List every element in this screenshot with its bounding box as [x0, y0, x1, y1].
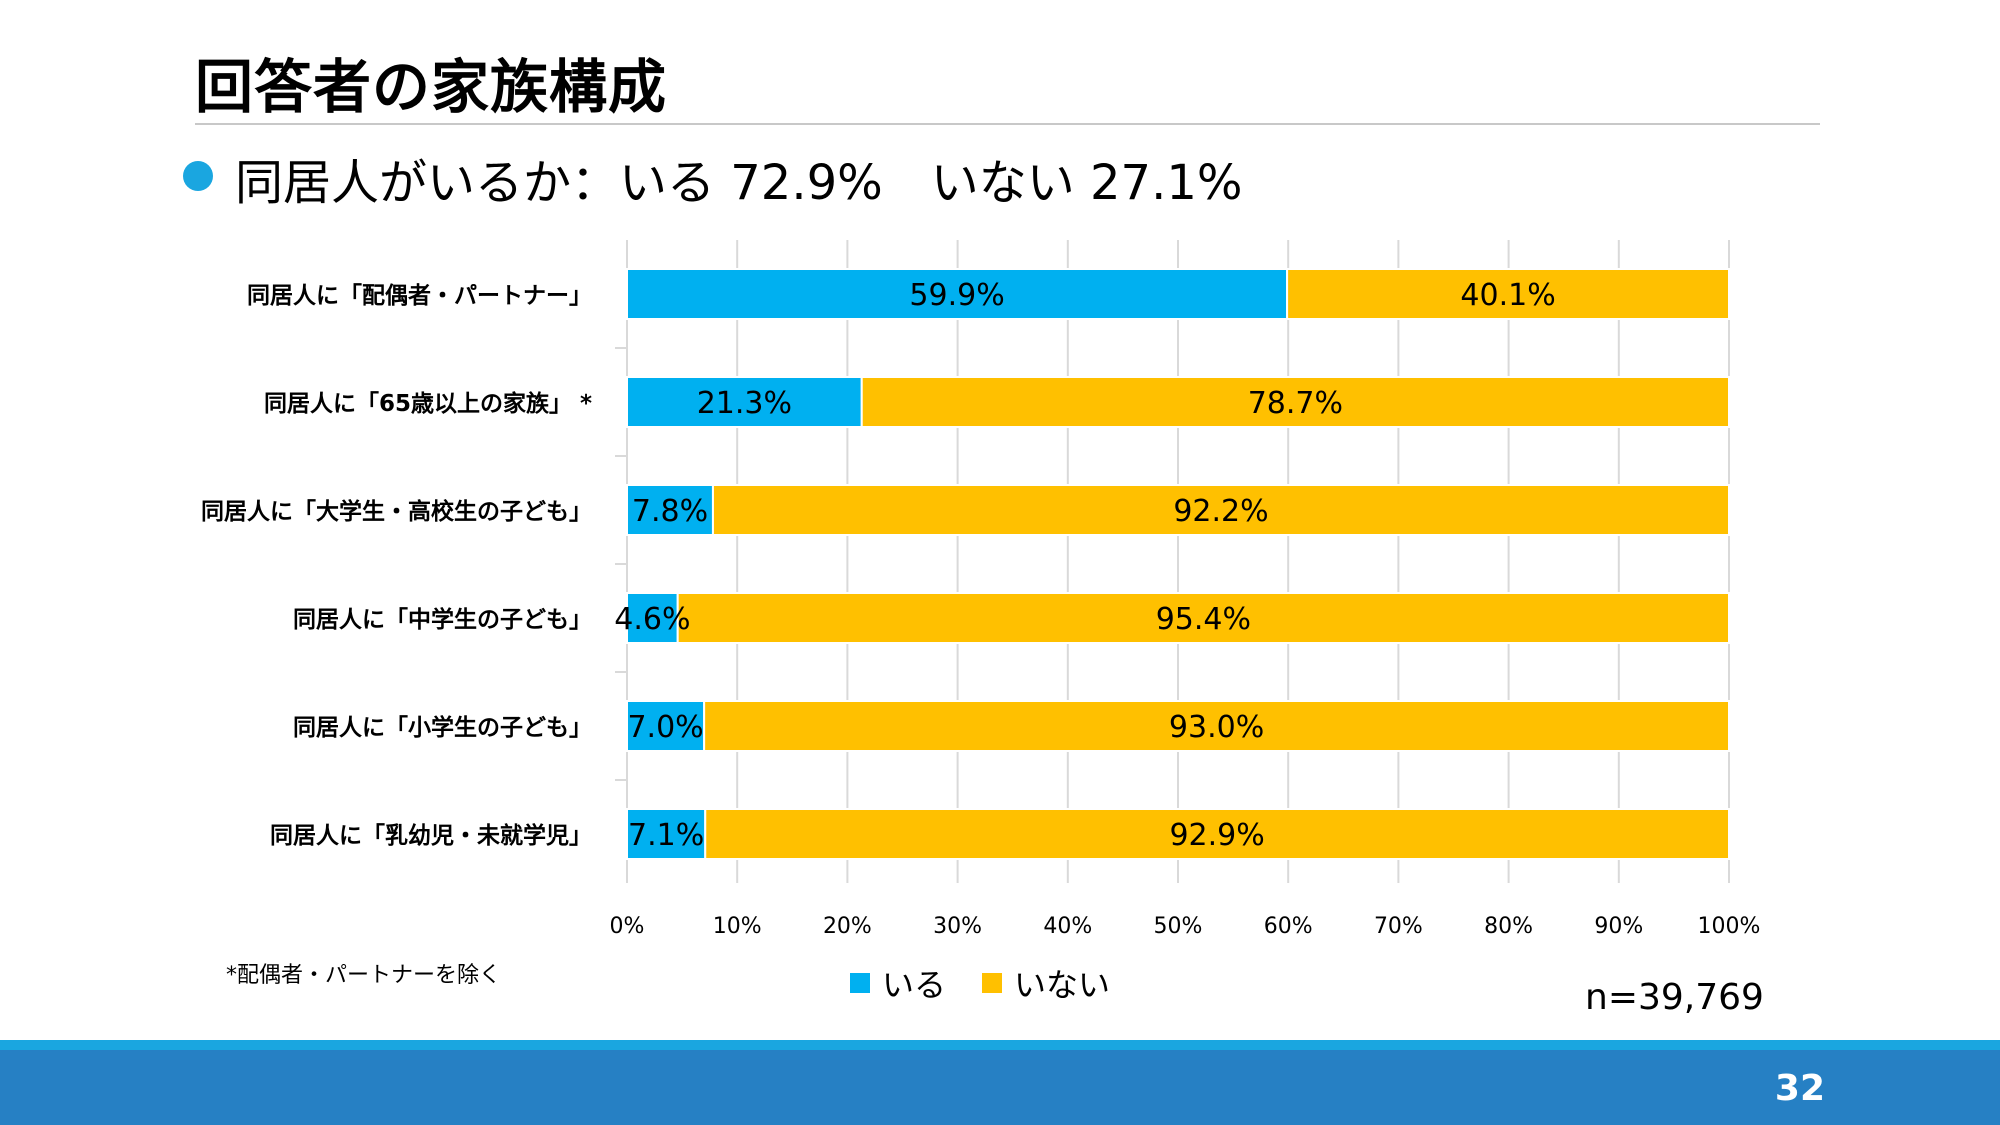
category-label: 同居人に「中学生の子ども」: [293, 606, 592, 633]
x-tick-label: 100%: [1698, 914, 1761, 939]
summary-bullet: 同居人がいるか：いる 72.9% いない 27.1%: [235, 155, 1243, 211]
category-label: 同居人に「65歳以上の家族」 *: [264, 390, 592, 417]
x-tick-label: 10%: [713, 914, 762, 939]
x-tick-label: 40%: [1043, 914, 1092, 939]
data-label: 7.0%: [627, 710, 703, 745]
x-tick-labels: 0% 10% 20% 30% 40% 50% 60% 70% 80% 90% 100%: [610, 914, 1761, 939]
data-label: 78.7%: [1248, 386, 1343, 421]
category-label: 同居人に「乳幼児・未就学児」: [270, 822, 592, 849]
footnote: *配偶者・パートナーを除く: [226, 963, 502, 988]
x-tick-label: 60%: [1264, 914, 1313, 939]
data-label: 40.1%: [1460, 278, 1555, 313]
bar-segment-inai: [711, 484, 1730, 536]
data-label: 21.3%: [697, 386, 792, 421]
footer-bar: [0, 1050, 2000, 1125]
page-title: 回答者の家族構成: [195, 53, 668, 121]
title-divider: [195, 123, 1820, 125]
data-label: 93.0%: [1169, 710, 1264, 745]
data-label: 4.6%: [614, 602, 690, 637]
category-label: 同居人に「小学生の子ども」: [293, 714, 592, 741]
legend-swatch-iru: [850, 973, 870, 993]
x-tick-label: 80%: [1484, 914, 1533, 939]
sample-size: n=39,769: [1585, 977, 1764, 1018]
bar-segment-inai: [1286, 268, 1731, 320]
x-tick-label: 30%: [933, 914, 982, 939]
legend-item-iru: いる: [850, 960, 946, 1006]
footer-stripe: [0, 1040, 2000, 1050]
legend-label-inai: いない: [1014, 966, 1111, 1004]
bullet-icon: [183, 161, 213, 191]
bars: [626, 268, 1731, 860]
category-label: 同居人に「配偶者・パートナー」: [247, 283, 592, 309]
bar-segment-iru: [626, 484, 714, 536]
bar-segment-inai: [676, 592, 1730, 644]
bar-segment-inai: [703, 700, 1730, 752]
data-label: 92.9%: [1169, 818, 1264, 853]
x-tick-label: 70%: [1374, 914, 1423, 939]
legend-label-iru: いる: [882, 966, 947, 1004]
data-label: 7.1%: [628, 818, 704, 853]
grid-lines: [615, 240, 1730, 883]
bar-segment-inai: [860, 376, 1730, 428]
bar-segment-iru: [626, 592, 679, 644]
bar-segment-iru: [626, 700, 706, 752]
bar-segment-inai: [704, 808, 1730, 860]
category-label: 同居人に「大学生・高校生の子ども」: [201, 498, 592, 525]
legend-swatch-inai: [982, 973, 1003, 993]
x-tick-label: 0%: [610, 914, 645, 939]
category-labels: 同居人に「配偶者・パートナー」同居人に「65歳以上の家族」 * 同居人に「大学生・…: [201, 283, 592, 849]
data-label: 92.2%: [1173, 494, 1268, 529]
bar-segment-iru: [626, 808, 707, 860]
page-number: 32: [1774, 1068, 1825, 1109]
legend: いる いない: [850, 960, 1146, 1006]
x-tick-label: 20%: [823, 914, 872, 939]
x-tick-label: 50%: [1154, 914, 1203, 939]
data-label: 7.8%: [632, 494, 708, 529]
data-labels: 59.9% 40.1% 21.3% 78.7% 7.8% 92.2% 4.6% 95.4% 7.…: [614, 278, 1555, 853]
x-tick-label: 90%: [1594, 914, 1643, 939]
bar-segment-iru: [626, 376, 863, 428]
data-label: 95.4%: [1156, 602, 1251, 637]
data-label: 59.9%: [909, 278, 1004, 313]
legend-item-inai: いない: [982, 960, 1110, 1006]
